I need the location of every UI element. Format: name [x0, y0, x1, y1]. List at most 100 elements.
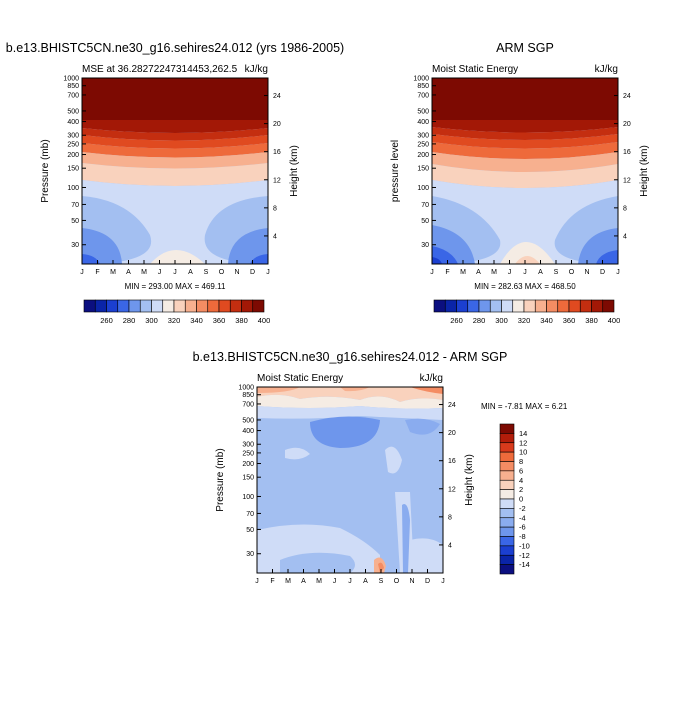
colorbar-label: 400	[258, 316, 271, 325]
panel-model-ylabel: Pressure (mb)	[40, 139, 51, 202]
x-tick-label: S	[554, 269, 559, 276]
height-tick-label: 12	[273, 177, 281, 184]
pressure-tick-label: 50	[71, 218, 79, 225]
mse-region-360	[82, 135, 268, 149]
mse-region-370	[82, 128, 268, 141]
height-tick-label: 8	[448, 514, 452, 521]
pressure-tick-label: 500	[417, 108, 429, 115]
pressure-tick-label: 500	[67, 108, 79, 115]
colorbar-label: 300	[145, 316, 158, 325]
colorbar-swatch	[173, 299, 186, 313]
pressure-tick-label: 100	[67, 185, 79, 192]
pressure-tick-label: 500	[242, 417, 254, 424]
x-tick-label: D	[600, 269, 605, 276]
colorbar-swatch	[591, 299, 604, 313]
panel-obs-title: ARM SGP	[496, 41, 554, 55]
mse-region-summer	[150, 250, 205, 264]
colorbar-label: 400	[608, 316, 621, 325]
pressure-tick-label: 300	[67, 133, 79, 140]
x-tick-label: O	[394, 578, 400, 585]
colorbar-label: 380	[235, 316, 248, 325]
colorbar-swatch	[196, 299, 209, 313]
colorbar-swatch	[499, 423, 515, 434]
diff-region-upper-right-dark	[405, 418, 440, 435]
mse-region-305	[82, 228, 122, 264]
pressure-tick-label: 50	[246, 527, 254, 534]
panel-diff: b.e13.BHISTC5CN.ne30_g16.sehires24.012 -…	[193, 350, 568, 585]
colorbar-swatch	[117, 299, 130, 313]
panel-diff-stats: MIN = -7.81 MAX = 6.21	[481, 402, 568, 411]
mse-region-295b	[250, 254, 268, 264]
colorbar-label: 6	[519, 466, 523, 475]
x-tick-label: J	[441, 578, 445, 585]
colorbar-label: 260	[450, 316, 463, 325]
colorbar-swatch	[456, 299, 469, 313]
height-tick-label: 16	[448, 458, 456, 465]
pressure-tick-label: 250	[67, 141, 79, 148]
pressure-tick-label: 250	[417, 141, 429, 148]
mse-region-305b	[228, 228, 268, 264]
x-tick-label: J	[266, 269, 270, 276]
panel-diff-plot-area	[256, 386, 444, 574]
colorbar-swatch	[499, 442, 515, 453]
colorbar-swatch	[501, 299, 514, 313]
x-tick-label: O	[569, 269, 575, 276]
height-tick-label: 4	[623, 233, 627, 240]
colorbar-swatch	[94, 299, 107, 313]
obs-region-summer-warm	[515, 256, 540, 264]
x-tick-label: O	[219, 269, 225, 276]
pressure-tick-label: 1000	[238, 385, 254, 392]
pressure-tick-label: 100	[417, 185, 429, 192]
pressure-tick-label: 400	[417, 119, 429, 126]
x-tick-label: J	[255, 578, 259, 585]
x-tick-label: F	[95, 269, 99, 276]
colorbar-label: -12	[519, 551, 530, 560]
colorbar-swatch	[512, 299, 525, 313]
colorbar-label: -6	[519, 523, 526, 532]
colorbar-label: 8	[519, 457, 523, 466]
colorbar-swatch	[499, 545, 515, 556]
colorbar-swatch	[218, 299, 231, 313]
colorbar-label: -14	[519, 560, 530, 569]
colorbar-swatch	[499, 479, 515, 490]
colorbar-label: -4	[519, 513, 526, 522]
colorbar-swatch	[499, 508, 515, 519]
colorbar-label: 320	[518, 316, 531, 325]
diff-region-light-column	[385, 446, 402, 474]
x-tick-label: M	[491, 269, 497, 276]
mse-region-350	[82, 143, 268, 158]
colorbar-swatch	[151, 299, 164, 313]
obs-region-295b	[596, 250, 618, 264]
panel-diff-title: b.e13.BHISTC5CN.ne30_g16.sehires24.012 -…	[193, 350, 508, 364]
colorbar-label: 280	[123, 316, 136, 325]
panel-obs-plot-area	[431, 77, 619, 265]
pressure-tick-label: 30	[246, 551, 254, 558]
colorbar-swatch	[568, 299, 581, 313]
colorbar-swatch	[523, 299, 536, 313]
x-tick-label: M	[110, 269, 116, 276]
colorbar-swatch	[499, 526, 515, 537]
diff-region-top-orange	[257, 387, 300, 393]
mse-region-400	[82, 78, 268, 120]
colorbar-swatch	[106, 299, 119, 313]
colorbar-swatch	[162, 299, 175, 313]
pressure-tick-label: 150	[67, 166, 79, 173]
diff-region-top-orange-c	[410, 387, 443, 394]
colorbar-swatch	[499, 536, 515, 547]
height-tick-label: 8	[273, 205, 277, 212]
x-tick-label: J	[508, 269, 512, 276]
colorbar-label: -8	[519, 532, 526, 541]
colorbar-swatch	[534, 299, 547, 313]
pressure-tick-label: 850	[417, 83, 429, 90]
x-tick-label: A	[301, 578, 306, 585]
height-tick-label: 16	[273, 149, 281, 156]
x-tick-label: F	[270, 578, 274, 585]
diff-region-top-orange-b	[340, 387, 370, 392]
colorbar-swatch	[499, 564, 515, 575]
x-tick-label: J	[158, 269, 162, 276]
x-tick-label: J	[173, 269, 177, 276]
colorbar-swatch	[499, 489, 515, 500]
